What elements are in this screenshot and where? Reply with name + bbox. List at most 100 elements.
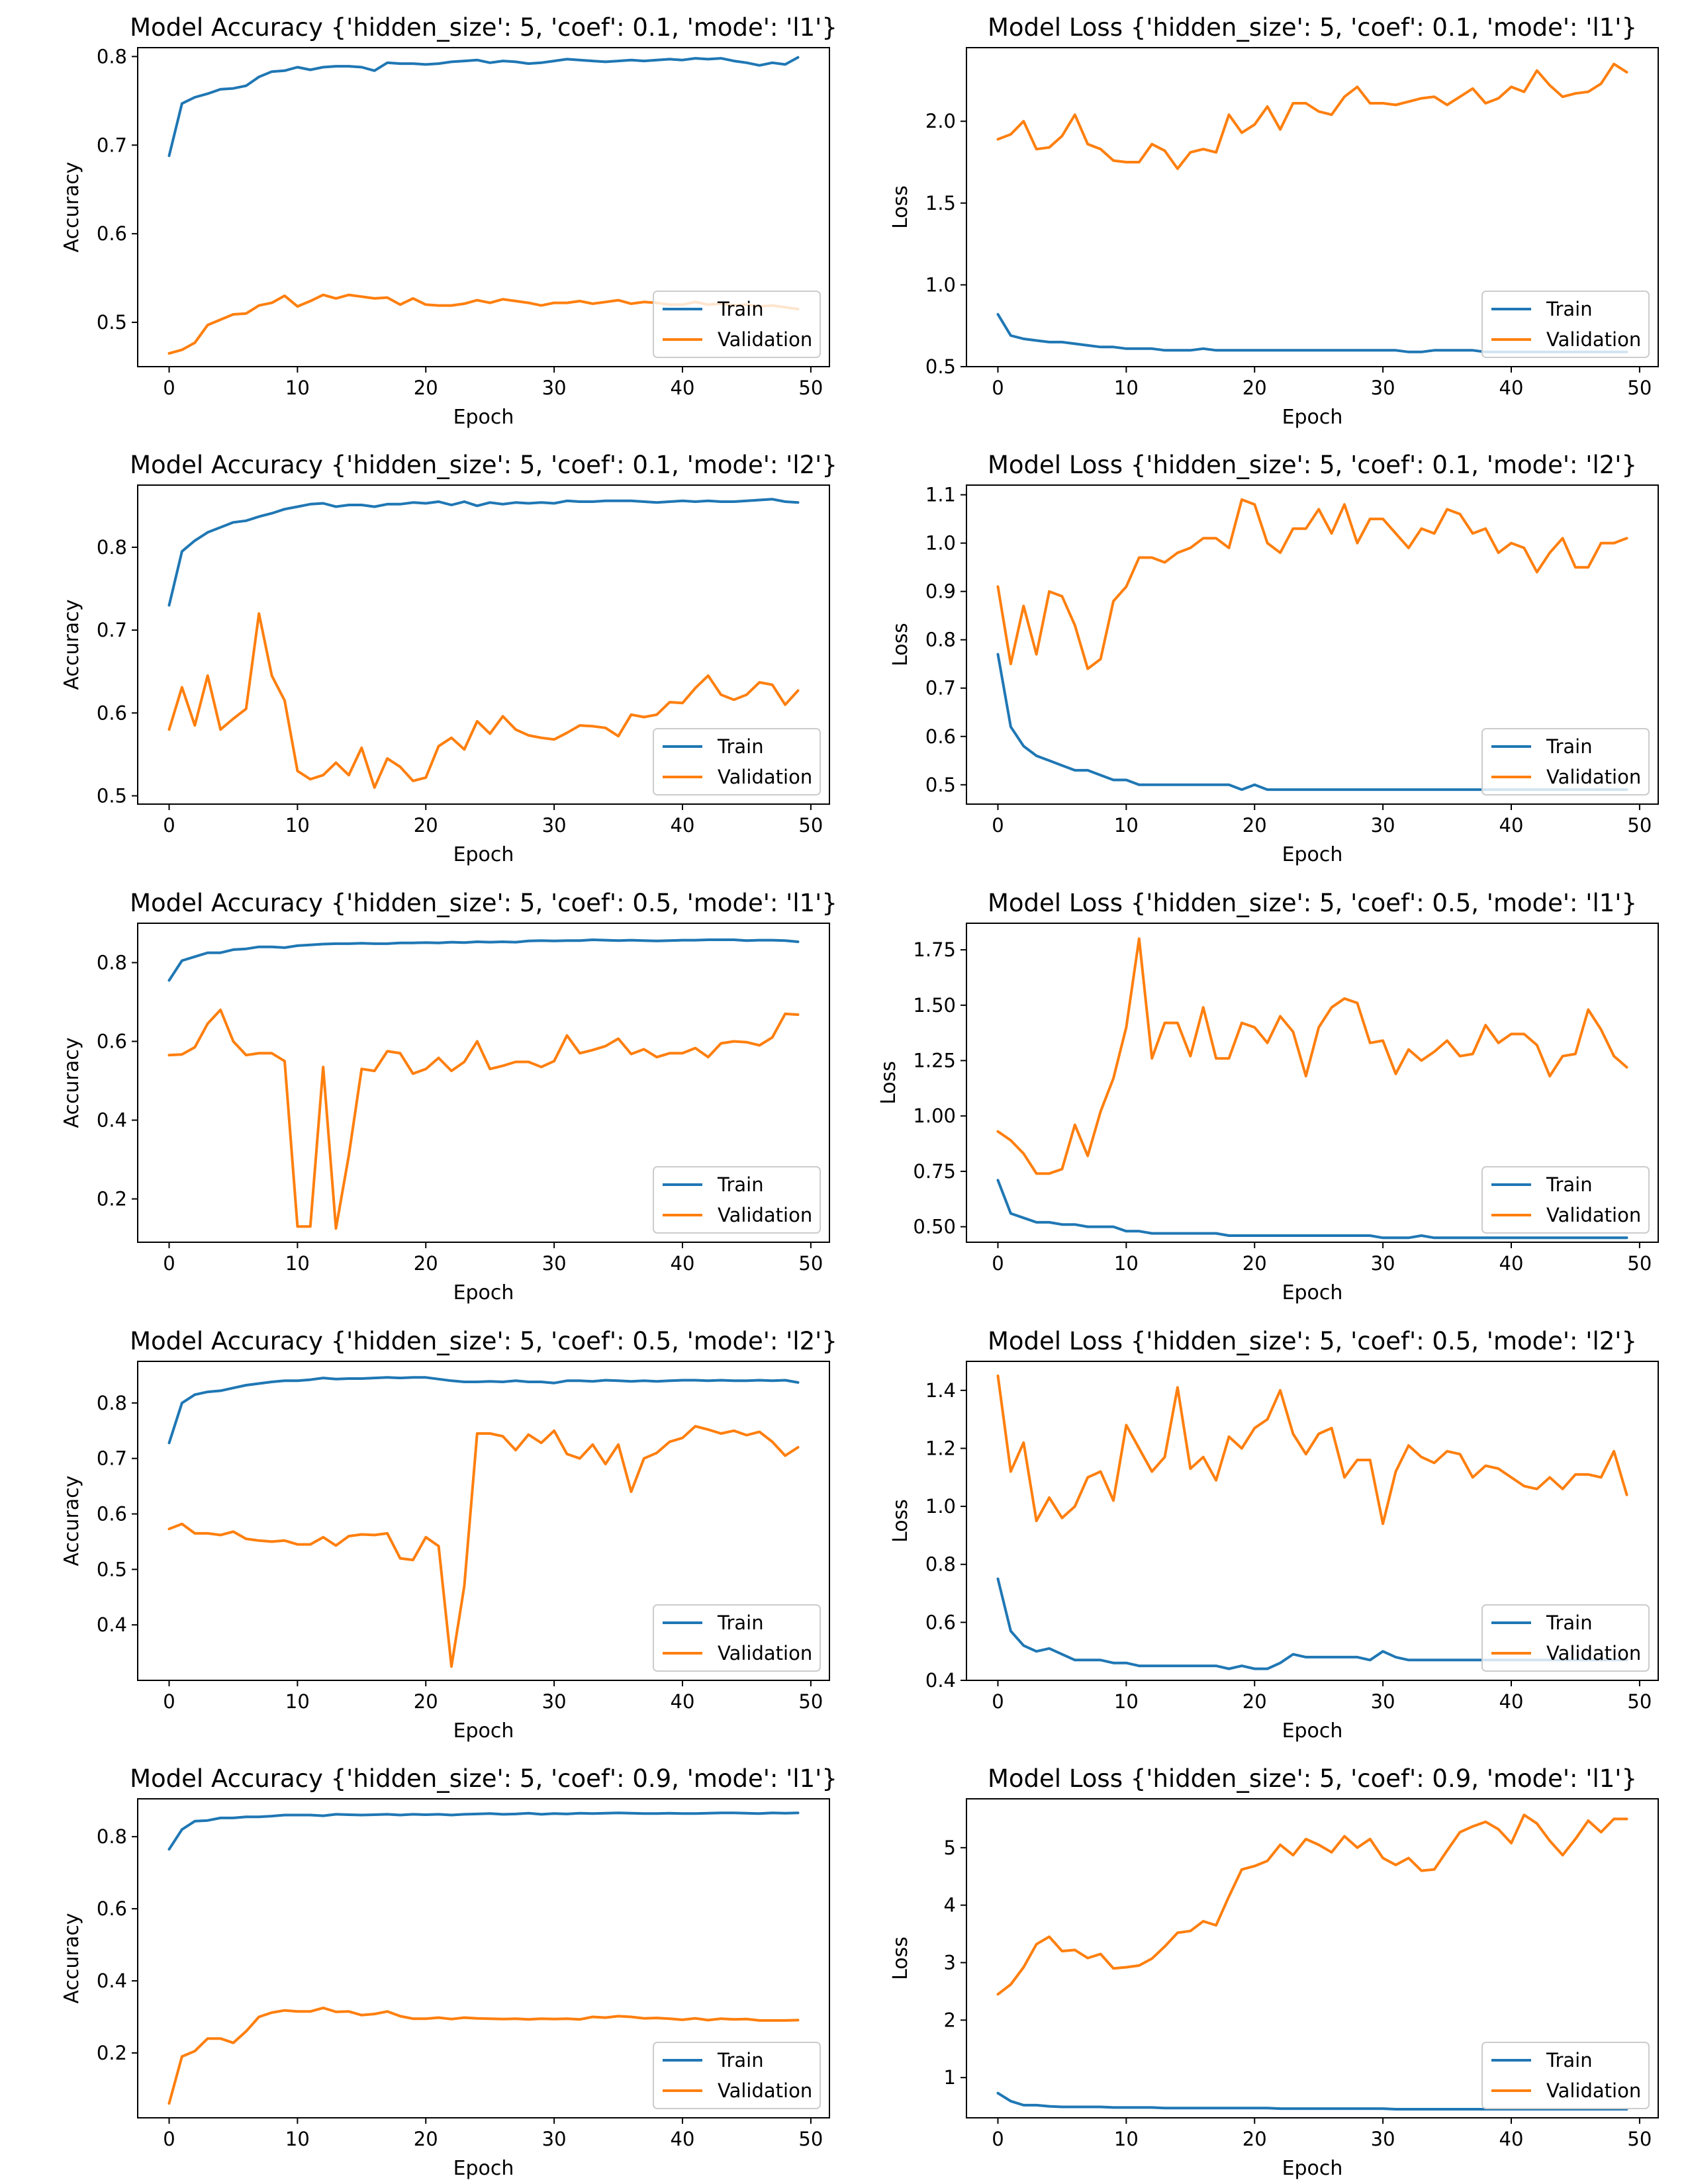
y-tick-label: 0.2 [97, 2042, 127, 2064]
x-tick-label: 0 [163, 1252, 175, 1275]
y-tick-label: 0.5 [97, 784, 127, 807]
y-tick-label: 1.4 [925, 1379, 956, 1402]
legend-label: Train [1546, 298, 1593, 320]
y-axis-label: Loss [889, 1936, 912, 1980]
x-tick-label: 10 [285, 1690, 310, 1713]
y-tick-label: 0.8 [97, 1825, 127, 1848]
plot-frame [966, 47, 1659, 367]
chart-panel: Model Loss {'hidden_size': 5, 'coef': 0.… [889, 13, 1659, 429]
legend-label: Validation [718, 1204, 812, 1226]
legend-label: Train [1546, 2049, 1593, 2071]
x-tick-label: 10 [285, 2128, 310, 2150]
series-line-validation [996, 62, 1628, 170]
series-line-train [167, 938, 800, 982]
series-line-train [167, 56, 800, 158]
plot-frame [137, 484, 830, 805]
x-tick-label: 50 [1627, 1252, 1652, 1275]
y-axis-label: Accuracy [60, 162, 83, 253]
y-tick-label: 0.75 [913, 1160, 956, 1183]
legend-label: Train [717, 298, 764, 320]
x-tick-label: 0 [163, 1690, 175, 1713]
x-tick-label: 30 [542, 377, 567, 399]
x-tick-label: 50 [1627, 2128, 1652, 2150]
plot-frame [966, 923, 1659, 1243]
chart-title: Model Loss {'hidden_size': 5, 'coef': 0.… [988, 1327, 1637, 1355]
x-tick-label: 10 [1114, 2128, 1139, 2150]
x-tick-label: 50 [1627, 1690, 1652, 1713]
y-tick-label: 1.0 [925, 273, 956, 296]
y-axis-label: Accuracy [60, 1913, 83, 2004]
x-tick-label: 0 [163, 814, 175, 837]
x-tick-label: 20 [1243, 1690, 1267, 1713]
x-tick-label: 10 [1114, 1252, 1139, 1275]
legend-label: Train [717, 1173, 764, 1196]
y-tick-label: 0.6 [925, 725, 956, 748]
series-line-validation [996, 937, 1628, 1175]
legend-label: Validation [1546, 328, 1641, 351]
x-axis-label: Epoch [1282, 406, 1343, 429]
chart-panel: Model Accuracy {'hidden_size': 5, 'coef'… [60, 889, 837, 1304]
x-tick-label: 20 [414, 1690, 438, 1713]
chart-title: Model Loss {'hidden_size': 5, 'coef': 0.… [988, 451, 1637, 479]
y-tick-label: 0.7 [925, 677, 956, 700]
y-tick-label: 1.0 [925, 532, 956, 555]
y-tick-label: 2.0 [925, 110, 956, 132]
x-tick-label: 30 [542, 814, 567, 837]
x-axis-label: Epoch [453, 1281, 514, 1304]
x-tick-label: 20 [414, 1252, 438, 1275]
y-tick-label: 0.5 [925, 774, 956, 796]
x-axis-label: Epoch [1282, 1719, 1343, 1743]
chart-panel: Model Loss {'hidden_size': 5, 'coef': 0.… [889, 1327, 1659, 1743]
chart-panel: Model Accuracy {'hidden_size': 5, 'coef'… [60, 1327, 837, 1743]
y-tick-label: 0.5 [97, 1558, 127, 1580]
y-axis-label: Loss [877, 1061, 900, 1105]
x-tick-label: 30 [1371, 814, 1395, 837]
x-tick-label: 10 [1114, 1690, 1139, 1713]
x-tick-label: 0 [992, 814, 1004, 837]
x-axis-label: Epoch [1282, 2157, 1343, 2180]
x-tick-label: 50 [798, 2128, 823, 2150]
legend: Train Validation [653, 1166, 821, 1234]
y-tick-label: 0.5 [925, 355, 956, 378]
x-tick-label: 40 [671, 814, 695, 837]
plot-frame [966, 484, 1659, 805]
plot-frame [137, 1798, 830, 2118]
chart-title: Model Accuracy {'hidden_size': 5, 'coef'… [130, 1327, 837, 1355]
x-tick-label: 30 [1371, 377, 1395, 399]
plot-frame [966, 1361, 1659, 1681]
plot-frame [137, 47, 830, 367]
legend-label: Validation [1546, 766, 1641, 788]
y-tick-label: 0.6 [97, 222, 127, 245]
x-tick-label: 20 [414, 2128, 438, 2150]
x-axis-label: Epoch [1282, 1281, 1343, 1304]
x-tick-label: 0 [163, 2128, 175, 2150]
legend-label: Train [1546, 1173, 1593, 1196]
x-tick-label: 20 [414, 377, 438, 399]
chart-panel: Model Loss {'hidden_size': 5, 'coef': 0.… [877, 889, 1659, 1304]
x-tick-label: 40 [671, 1690, 695, 1713]
chart-title: Model Accuracy {'hidden_size': 5, 'coef'… [130, 1764, 837, 1793]
chart-title: Model Accuracy {'hidden_size': 5, 'coef'… [130, 13, 837, 42]
x-tick-label: 20 [1243, 1252, 1267, 1275]
chart-title: Model Accuracy {'hidden_size': 5, 'coef'… [130, 889, 837, 917]
chart-panel: Model Accuracy {'hidden_size': 5, 'coef'… [60, 1764, 837, 2180]
x-tick-label: 30 [1371, 2128, 1395, 2150]
legend: Train Validation [653, 2042, 821, 2109]
series-line-train [167, 1811, 800, 1851]
series-line-validation [167, 1425, 800, 1668]
x-axis-label: Epoch [453, 2157, 514, 2180]
plot-frame [137, 923, 830, 1243]
y-tick-label: 0.50 [913, 1216, 956, 1238]
y-tick-label: 1.50 [913, 994, 956, 1017]
x-tick-label: 10 [1114, 814, 1139, 837]
x-tick-label: 40 [1499, 1252, 1524, 1275]
x-tick-label: 50 [1627, 377, 1652, 399]
chart-title: Model Loss {'hidden_size': 5, 'coef': 0.… [988, 13, 1637, 42]
series-line-train [996, 1179, 1628, 1240]
y-tick-label: 0.5 [97, 311, 127, 334]
x-tick-label: 10 [285, 1252, 310, 1275]
x-tick-label: 40 [1499, 2128, 1524, 2150]
legend: Train Validation [1481, 1166, 1650, 1234]
y-tick-label: 0.8 [97, 45, 127, 68]
